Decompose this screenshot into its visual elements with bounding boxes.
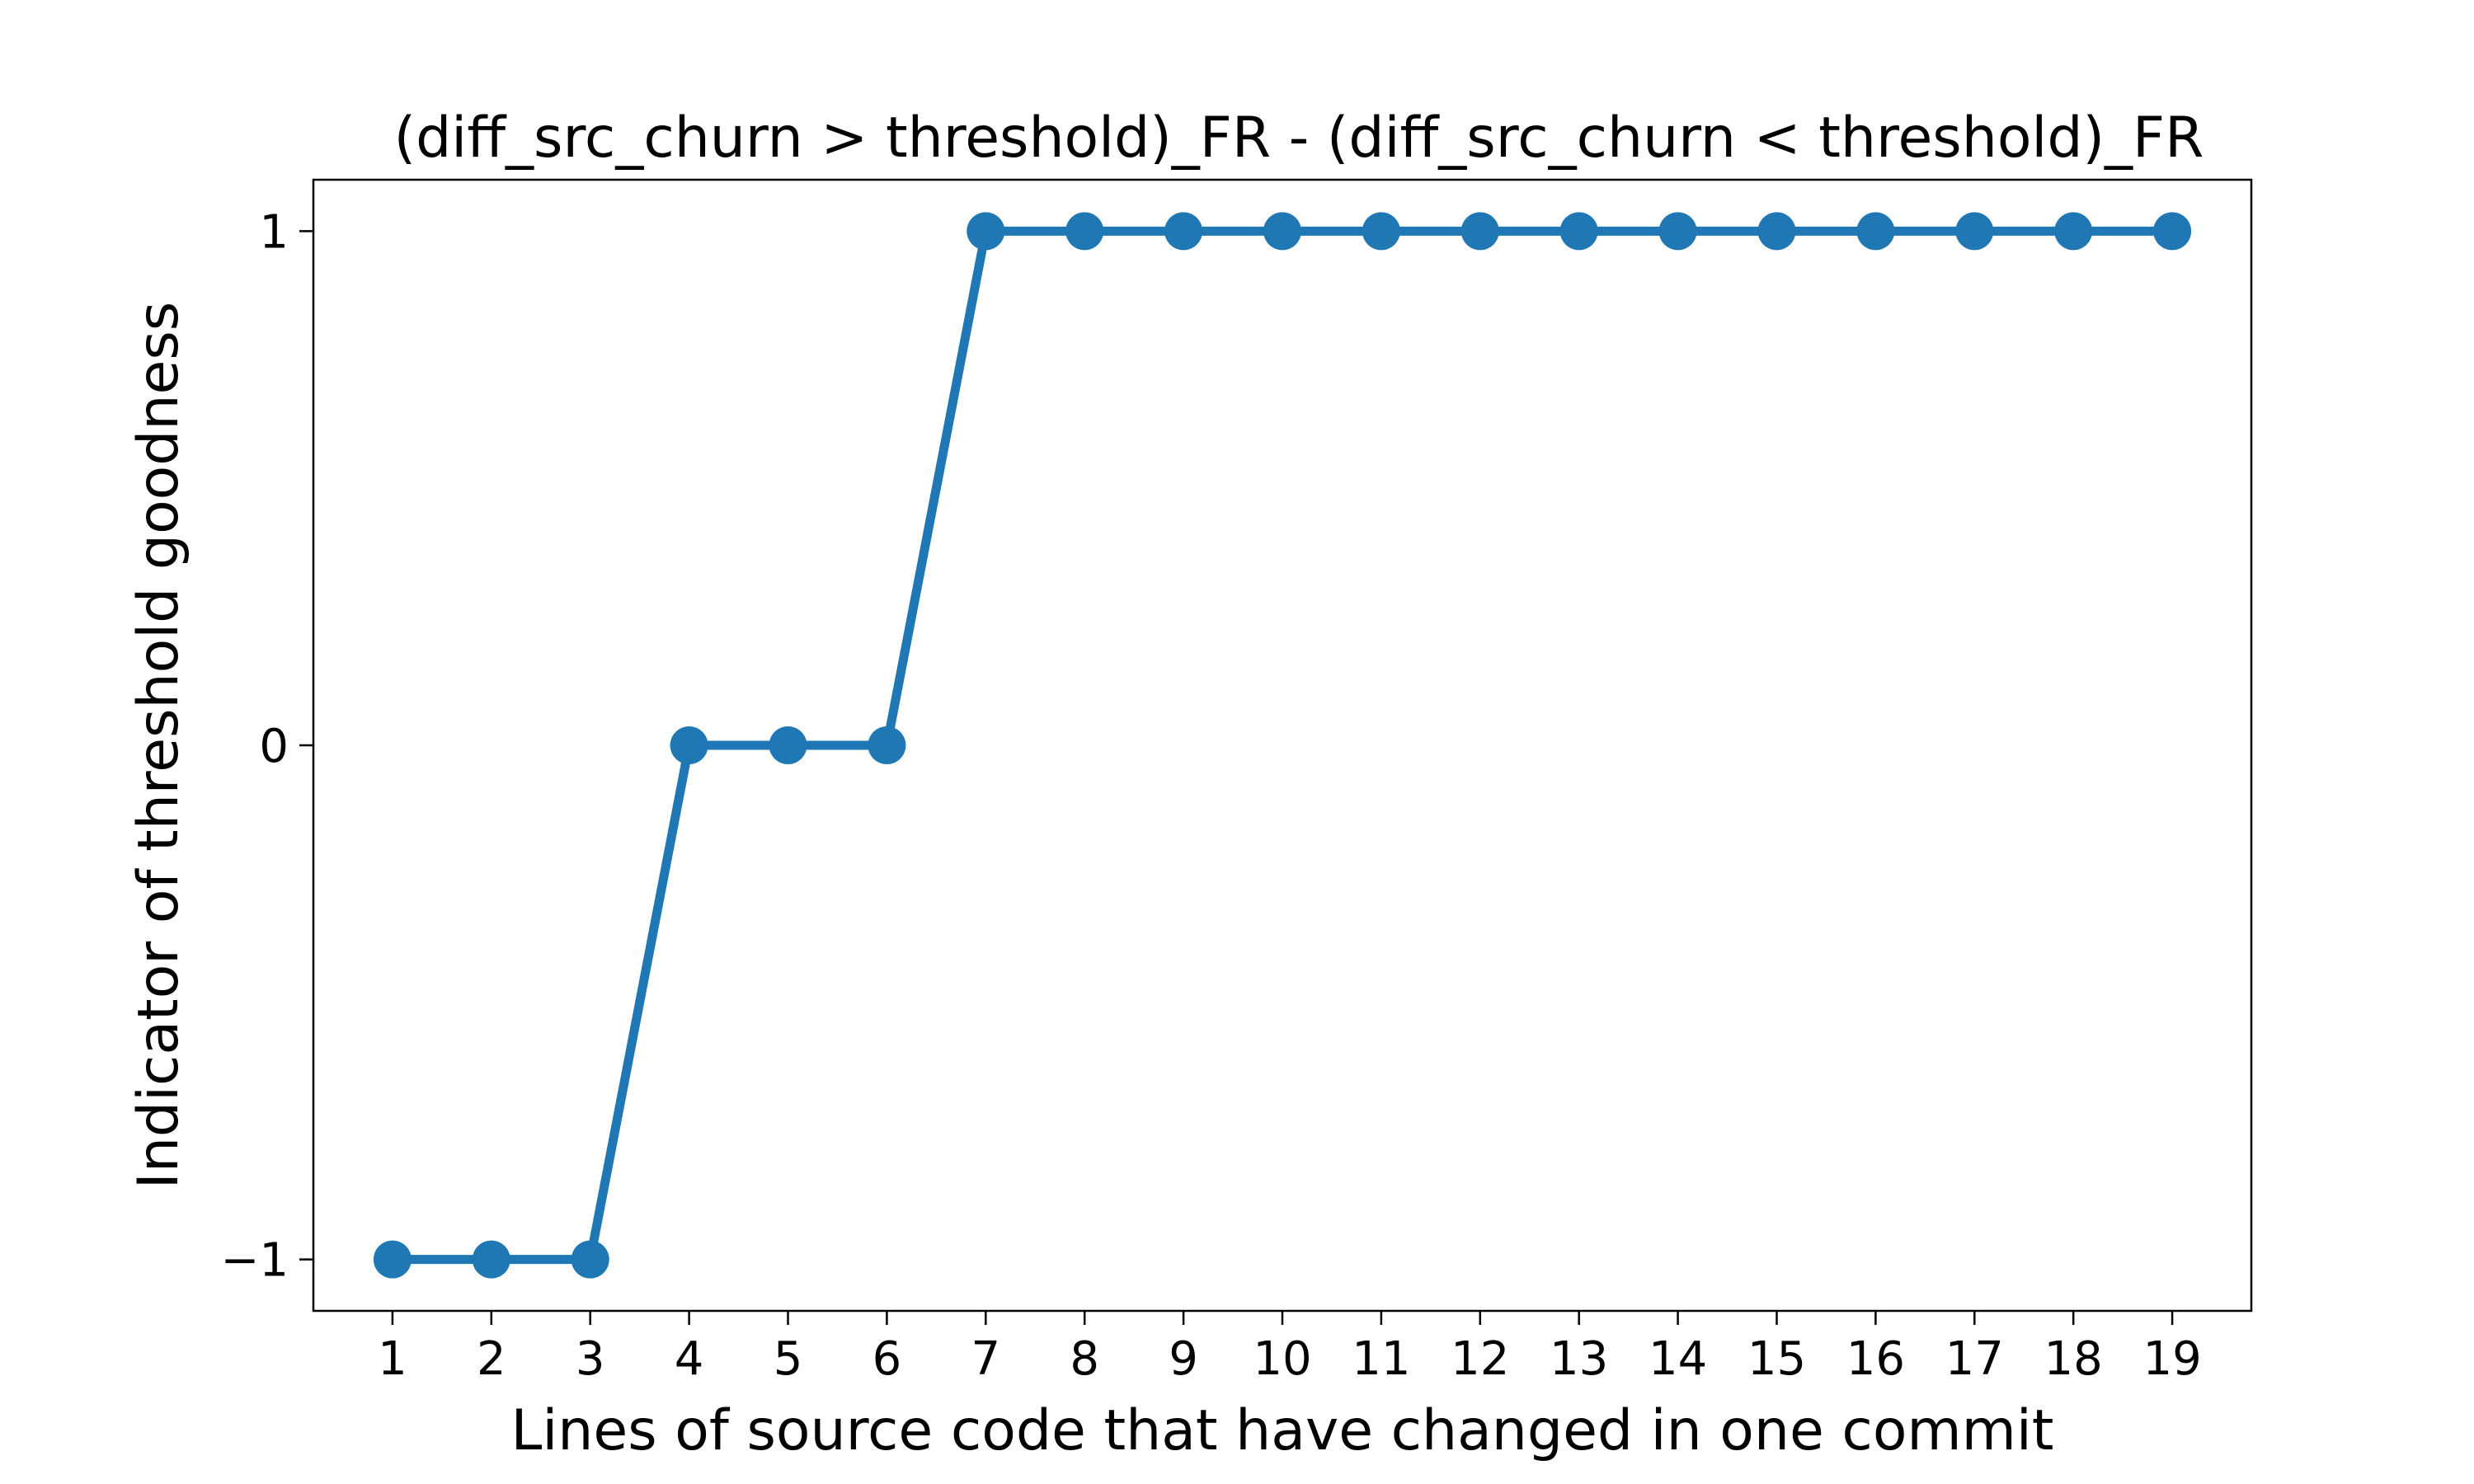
data-point <box>967 212 1005 251</box>
x-tick-label: 11 <box>1352 1332 1410 1386</box>
data-point <box>472 1240 510 1279</box>
chart-title: (diff_src_churn > threshold)_FR - (diff_… <box>394 106 2204 171</box>
x-tick-label: 8 <box>1070 1332 1099 1386</box>
data-point <box>571 1240 609 1279</box>
data-point <box>1065 212 1104 251</box>
data-point <box>1757 212 1796 251</box>
data-point <box>868 726 906 764</box>
x-tick-label: 7 <box>971 1332 1000 1386</box>
data-point <box>1559 212 1598 251</box>
x-tick-label: 19 <box>2142 1332 2201 1386</box>
x-tick-label: 12 <box>1451 1332 1509 1386</box>
x-tick-label: 9 <box>1169 1332 1198 1386</box>
x-tick-label: 17 <box>1945 1332 2004 1386</box>
x-tick-label: 16 <box>1846 1332 1905 1386</box>
y-axis-label: Indicator of threshold goodness <box>126 302 191 1189</box>
data-point <box>1460 212 1499 251</box>
x-tick-label: 15 <box>1747 1332 1806 1386</box>
data-point <box>670 726 708 764</box>
x-tick-label: 3 <box>576 1332 605 1386</box>
x-tick-label: 13 <box>1550 1332 1608 1386</box>
x-tick-label: 6 <box>872 1332 902 1386</box>
plot-frame <box>312 178 2253 1313</box>
x-tick-label: 4 <box>675 1332 704 1386</box>
data-point <box>2153 212 2192 251</box>
x-tick-label: 18 <box>2044 1332 2103 1386</box>
data-point <box>1263 212 1301 251</box>
series-layer <box>373 212 2192 1279</box>
x-tick-label: 5 <box>774 1332 803 1386</box>
x-tick-label: 10 <box>1253 1332 1311 1386</box>
y-tick-label: −1 <box>220 1234 289 1288</box>
y-tick-label: 0 <box>259 720 289 773</box>
x-tick-label: 2 <box>477 1332 506 1386</box>
data-point <box>2054 212 2093 251</box>
x-tick-label: 14 <box>1649 1332 1707 1386</box>
data-point <box>1658 212 1697 251</box>
plot-area: −101 1 2 3 4 5 6 7 8 9 10 11 12 13 14 15 16 17 18 19 <box>220 178 2253 1386</box>
y-tick-label: 1 <box>259 205 289 259</box>
data-point <box>373 1240 412 1279</box>
data-point <box>1955 212 1994 251</box>
data-point <box>1362 212 1400 251</box>
x-axis-label: Lines of source code that have changed i… <box>511 1398 2054 1463</box>
x-axis-ticks: 1 2 3 4 5 6 7 8 9 10 11 12 13 14 15 16 17 18 19 <box>378 1311 2202 1386</box>
x-tick-label: 1 <box>378 1332 407 1386</box>
y-axis-ticks: −1 0 1 <box>220 205 313 1288</box>
data-point <box>769 726 807 764</box>
data-point <box>1856 212 1895 251</box>
data-point <box>1164 212 1203 251</box>
